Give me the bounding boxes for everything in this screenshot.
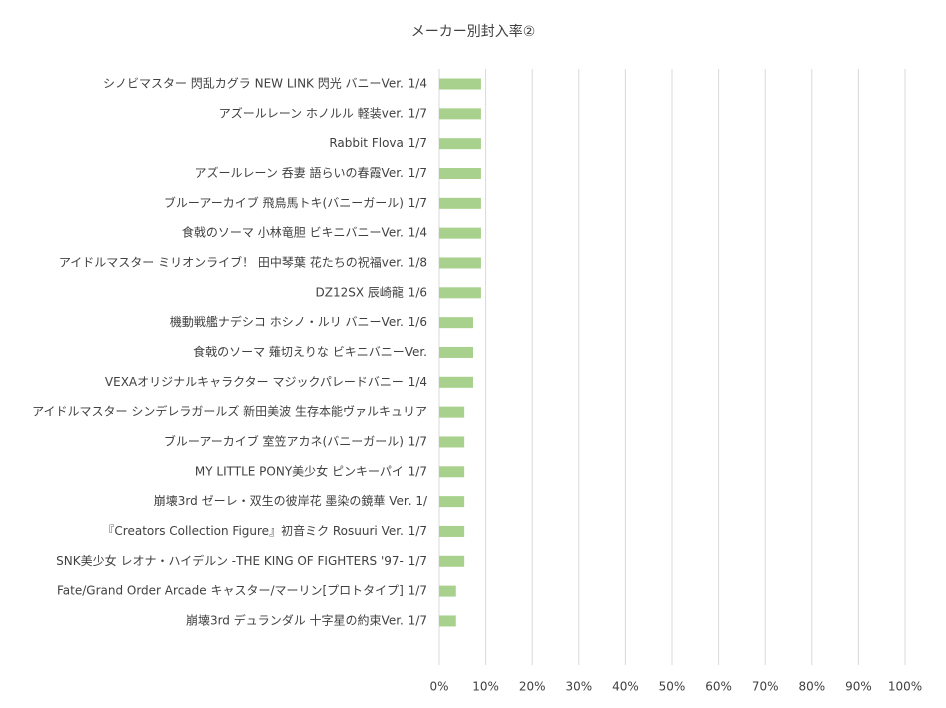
bar xyxy=(439,78,481,90)
x-tick-label: 30% xyxy=(565,680,592,694)
bar xyxy=(439,167,481,179)
bar xyxy=(439,466,465,478)
bar xyxy=(439,346,474,358)
y-tick-label: 『Creators Collection Figure』初音ミク Rosuuri… xyxy=(102,523,427,538)
x-tick-label: 70% xyxy=(752,680,779,694)
y-tick-label: Rabbit Flova 1/7 xyxy=(329,136,427,150)
bar xyxy=(439,108,481,120)
y-tick-label: アイドルマスター シンデレラガールズ 新田美波 生存本能ヴァルキュリア xyxy=(32,404,427,419)
bar xyxy=(439,287,481,299)
y-tick-label: ブルーアーカイブ 室笠アカネ(バニーガール) 1/7 xyxy=(164,433,427,448)
bar xyxy=(439,257,481,269)
x-tick-label: 0% xyxy=(429,680,448,694)
y-tick-label: DZ12SX 辰崎龍 1/6 xyxy=(315,284,427,299)
y-tick-label: 崩壊3rd デュランダル 十字星の約束Ver. 1/7 xyxy=(186,612,427,627)
y-tick-label: 崩壊3rd ゼーレ・双生の彼岸花 墨染の鏡華 Ver. 1/ xyxy=(154,493,428,508)
y-tick-label: アイドルマスター ミリオンライブ！ 田中琴葉 花たちの祝福ver. 1/8 xyxy=(59,254,427,269)
x-tick-label: 50% xyxy=(659,680,686,694)
bar xyxy=(439,227,481,239)
x-tick-label: 80% xyxy=(798,680,825,694)
bar xyxy=(439,436,465,448)
x-tick-label: 90% xyxy=(845,680,872,694)
bar xyxy=(439,197,481,209)
bar xyxy=(439,406,465,418)
bar xyxy=(439,585,456,597)
bar xyxy=(439,615,456,627)
y-tick-label: シノビマスター 閃乱カグラ NEW LINK 閃光 バニーVer. 1/4 xyxy=(103,77,427,91)
y-tick-label: 食戟のソーマ 薙切えりな ビキニバニーVer. xyxy=(193,344,427,359)
chart-title: メーカー別封入率② xyxy=(411,23,536,40)
y-tick-label: MY LITTLE PONY美少女 ピンキーパイ 1/7 xyxy=(195,463,427,478)
y-tick-label: ブルーアーカイブ 飛鳥馬トキ(バニーガール) 1/7 xyxy=(164,195,427,210)
y-tick-label: SNK美少女 レオナ・ハイデルン -THE KING OF FIGHTERS '… xyxy=(56,553,427,568)
bar xyxy=(439,317,474,329)
y-tick-label: 機動戦艦ナデシコ ホシノ・ルリ バニーVer. 1/6 xyxy=(170,314,427,329)
y-tick-label: Fate/Grand Order Arcade キャスター/マーリン[プロトタイ… xyxy=(57,584,427,598)
bar xyxy=(439,555,465,567)
x-tick-label: 60% xyxy=(705,680,732,694)
bar xyxy=(439,525,465,537)
y-tick-label: アズールレーン 呑妻 語らいの春霞Ver. 1/7 xyxy=(195,165,427,180)
x-tick-label: 20% xyxy=(519,680,546,694)
y-tick-label: アズールレーン ホノルル 軽装ver. 1/7 xyxy=(219,105,427,120)
bar xyxy=(439,138,481,150)
x-tick-label: 10% xyxy=(472,680,499,694)
y-tick-label: VEXAオリジナルキャラクター マジックパレードバニー 1/4 xyxy=(105,375,427,389)
x-tick-label: 40% xyxy=(612,680,639,694)
bar xyxy=(439,496,465,508)
y-tick-label: 食戟のソーマ 小林竜胆 ビキニバニーVer. 1/4 xyxy=(182,225,427,240)
x-tick-label: 100% xyxy=(888,680,922,694)
bar xyxy=(439,376,474,388)
